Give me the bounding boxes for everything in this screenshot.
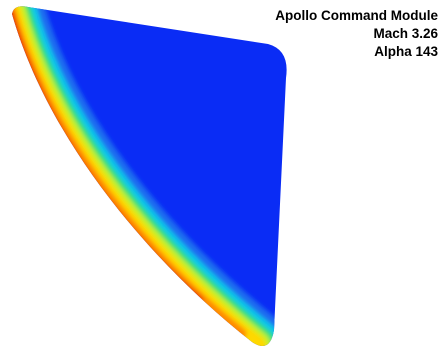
command-module-surface	[12, 6, 287, 347]
title-line: Apollo Command Module	[275, 8, 438, 23]
title-line: Mach 3.26	[373, 26, 438, 41]
title-line: Alpha 143	[374, 44, 438, 59]
